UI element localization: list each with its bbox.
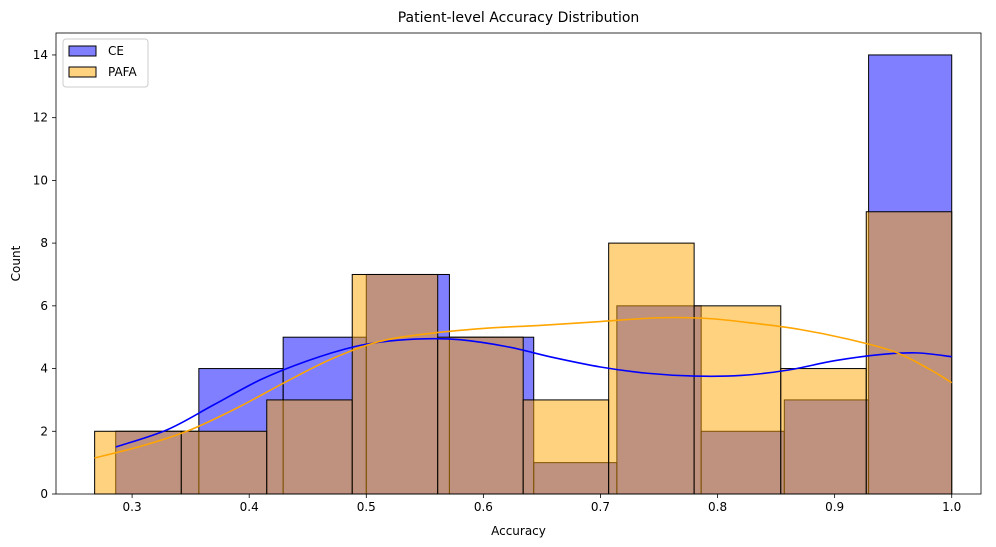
x-tick-label: 0.8 xyxy=(708,500,727,514)
x-tick-label: 0.3 xyxy=(123,500,142,514)
bar-pafa-4 xyxy=(437,336,524,495)
kde-line-pafa xyxy=(94,316,953,459)
x-tick-label: 0.9 xyxy=(825,500,844,514)
plot-bars xyxy=(94,54,953,495)
y-axis: 0 2 4 6 8 10 12 14 xyxy=(33,48,56,501)
y-tick-label: 2 xyxy=(40,424,48,438)
x-tick-label: 0.7 xyxy=(591,500,610,514)
bar-pafa-2 xyxy=(266,399,353,495)
y-tick-label: 4 xyxy=(40,362,48,376)
y-tick-label: 14 xyxy=(33,48,48,62)
x-tick-label: 1.0 xyxy=(942,500,961,514)
y-axis-title: Count xyxy=(9,245,23,281)
x-tick-label: 0.6 xyxy=(474,500,493,514)
x-tick-label: 0.4 xyxy=(240,500,259,514)
bars-pafa xyxy=(94,211,953,495)
legend: CE PAFA xyxy=(62,38,149,88)
bar-pafa-1 xyxy=(180,430,268,495)
y-tick-label: 0 xyxy=(40,487,48,501)
legend-label-ce: CE xyxy=(108,44,124,58)
y-tick-label: 10 xyxy=(33,173,48,187)
x-axis: 0.3 0.4 0.5 0.6 0.7 0.8 0.9 1.0 xyxy=(123,494,961,514)
x-tick-label: 0.5 xyxy=(357,500,376,514)
bar-pafa-7 xyxy=(693,305,782,495)
chart-title: Patient-level Accuracy Distribution xyxy=(398,10,640,26)
x-axis-title: Accuracy xyxy=(491,524,546,538)
plot-kde-lines xyxy=(94,316,953,459)
kde-line-ce xyxy=(115,337,952,448)
legend-swatch-pafa xyxy=(68,66,97,78)
bar-pafa-8 xyxy=(780,368,867,495)
legend-swatch-ce xyxy=(68,45,97,57)
bar-pafa-6 xyxy=(608,242,695,495)
plot-frame xyxy=(55,32,982,495)
bar-pafa-3 xyxy=(351,273,439,495)
y-tick-label: 6 xyxy=(40,299,48,313)
y-tick-label: 12 xyxy=(33,111,48,125)
y-tick-label: 8 xyxy=(40,236,48,250)
bar-pafa-5 xyxy=(522,399,610,495)
legend-label-pafa: PAFA xyxy=(108,65,137,79)
